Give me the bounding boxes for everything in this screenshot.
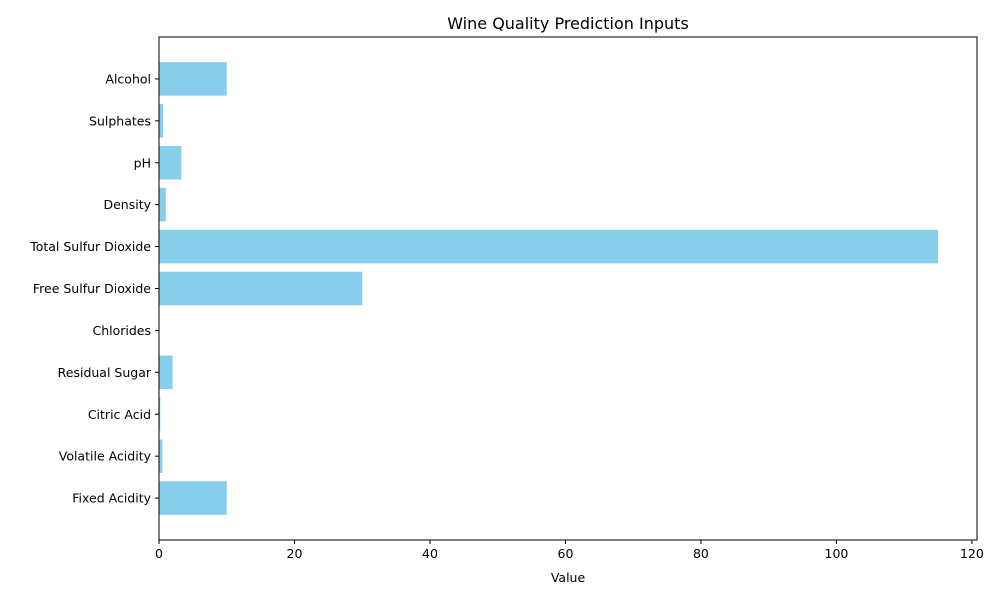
y-tick-label: Fixed Acidity <box>72 491 151 506</box>
y-tick-label: Volatile Acidity <box>59 449 152 464</box>
y-tick-label: Citric Acid <box>88 407 151 422</box>
bar-density <box>159 188 166 222</box>
x-tick-label: 80 <box>693 546 709 561</box>
bar-fixed-acidity <box>159 481 227 515</box>
bars-layer <box>159 62 938 515</box>
x-tick-label: 20 <box>287 546 303 561</box>
bar-ph <box>159 146 181 180</box>
bar-volatile-acidity <box>159 439 162 473</box>
bar-free-sulfur-dioxide <box>159 272 362 306</box>
y-tick-label: Free Sulfur Dioxide <box>33 281 151 296</box>
y-tick-label: Total Sulfur Dioxide <box>29 239 151 254</box>
chart-title: Wine Quality Prediction Inputs <box>447 14 689 33</box>
y-tick-label: Alcohol <box>105 71 151 86</box>
x-axis-label: Value <box>551 570 586 585</box>
y-tick-label: Residual Sugar <box>58 365 152 380</box>
y-tick-label: pH <box>134 155 151 170</box>
y-tick-label: Sulphates <box>89 113 151 128</box>
bar-residual-sugar <box>159 356 173 390</box>
x-tick-label: 0 <box>155 546 163 561</box>
bar-sulphates <box>159 104 163 138</box>
x-tick-label: 60 <box>558 546 574 561</box>
x-tick-label: 40 <box>422 546 438 561</box>
x-tick-label: 100 <box>825 546 849 561</box>
bar-alcohol <box>159 62 227 96</box>
y-tick-label: Density <box>103 197 151 212</box>
y-tick-label: Chlorides <box>92 323 151 338</box>
bar-total-sulfur-dioxide <box>159 230 938 264</box>
x-tick-label: 120 <box>960 546 984 561</box>
